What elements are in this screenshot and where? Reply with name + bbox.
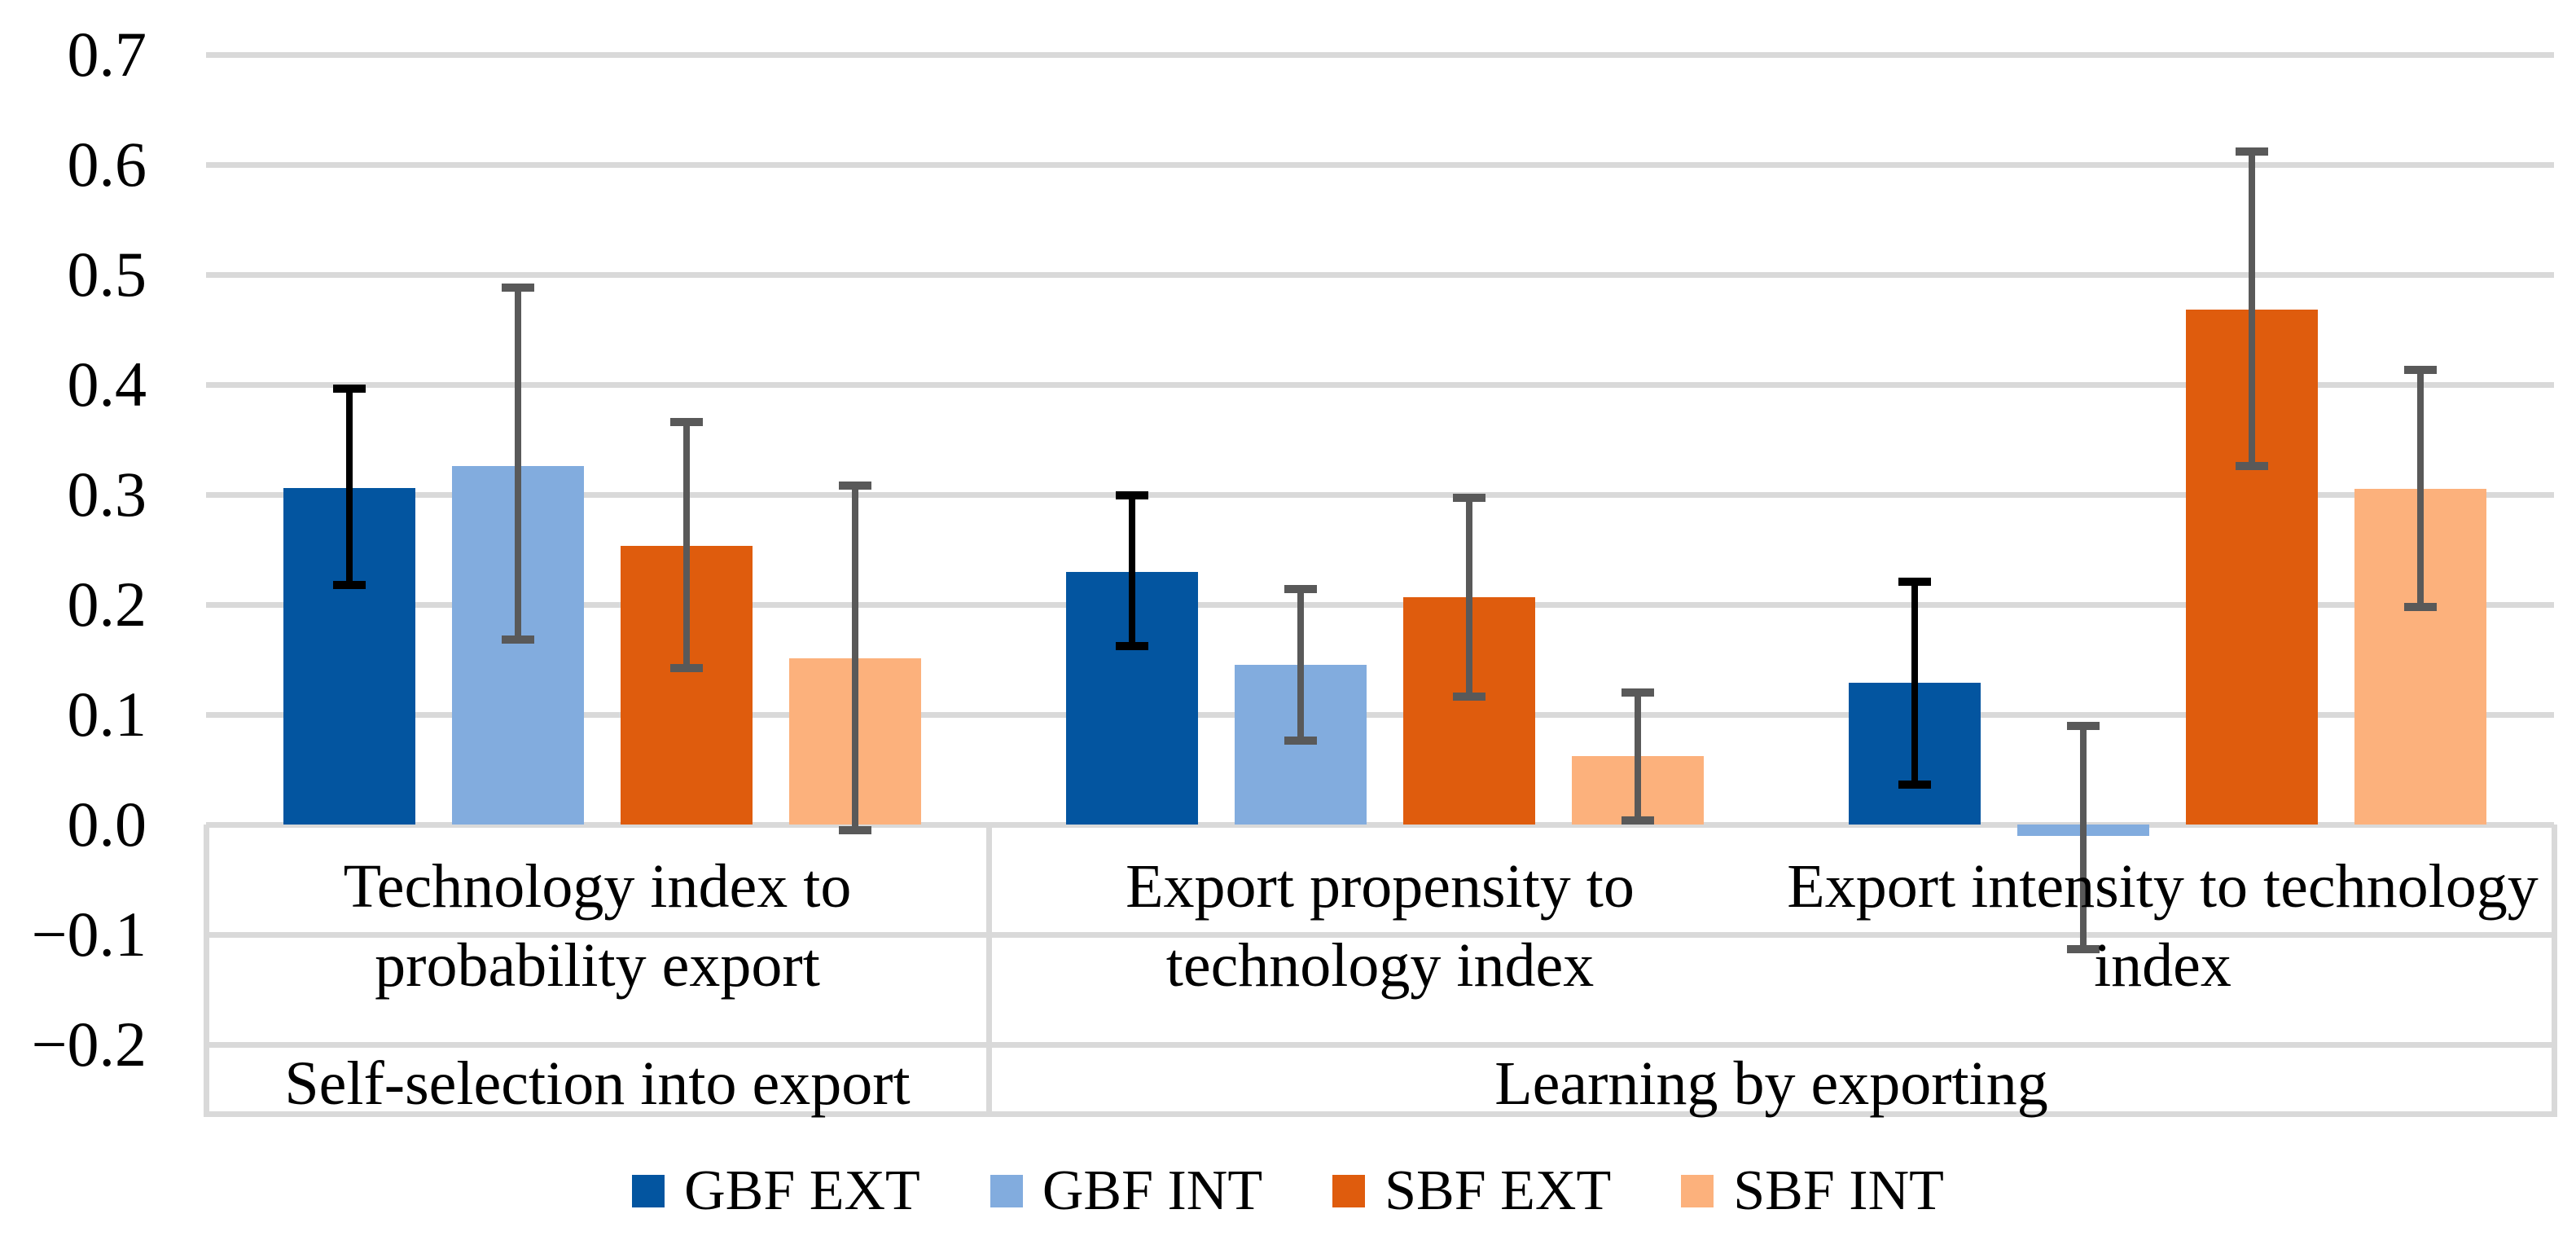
legend-label-sbf-ext: SBF EXT: [1385, 1159, 1612, 1222]
category-label-group3: Export intensity to technology index: [1771, 847, 2554, 1005]
y-tick-label: 0.3: [67, 459, 147, 530]
error-bar-gbf-ext-group2-line: [1129, 495, 1135, 647]
legend-item-gbf-ext: GBF EXT: [632, 1160, 920, 1222]
error-bar-sbf-int-group3-cap-top: [2404, 366, 2437, 375]
category-border-bottom: [206, 1111, 2554, 1117]
y-tick-label: 0.7: [67, 19, 147, 90]
category-label-line: index: [2094, 931, 2232, 1000]
category-label-line: Export intensity to technology: [1787, 852, 2539, 921]
y-tick-label: 0.6: [67, 129, 147, 200]
legend-label-gbf-ext: GBF EXT: [684, 1159, 920, 1222]
legend-swatch-gbf-ext: [632, 1175, 665, 1207]
legend-item-sbf-int: SBF INT: [1681, 1160, 1944, 1222]
gridline-0.4: [206, 382, 2554, 388]
y-tick-label: 0.0: [67, 789, 147, 860]
error-bar-gbf-ext-group3-line: [1911, 581, 1918, 785]
section-label-self-selection-into-export: Self-selection into export: [284, 1049, 911, 1118]
error-bar-sbf-ext-group2-cap-bottom: [1453, 693, 1485, 701]
category-border-vertical-3: [2552, 825, 2557, 1117]
category-label-line: Export propensity to: [1126, 852, 1635, 921]
error-bar-sbf-int-group2-cap-bottom: [1622, 816, 1654, 825]
gridline-0.5: [206, 272, 2554, 278]
legend-swatch-sbf-ext: [1332, 1175, 1366, 1207]
section-label-learning-by-exporting: Learning by exporting: [1494, 1049, 2048, 1118]
error-bar-sbf-ext-group3-cap-bottom: [2236, 461, 2268, 470]
error-bar-gbf-ext-group1-cap-bottom: [333, 580, 366, 589]
error-bar-sbf-ext-group1-line: [683, 421, 690, 669]
y-tick-label: 0.1: [67, 679, 147, 750]
error-bar-sbf-ext-group1-cap-top: [670, 417, 703, 426]
error-bar-sbf-int-group1-line: [852, 486, 858, 830]
y-tick-label: −0.1: [31, 899, 147, 970]
error-bar-gbf-int-group1-cap-bottom: [502, 635, 534, 644]
error-bar-sbf-int-group3-line: [2417, 370, 2424, 607]
error-bar-gbf-int-group1-cap-top: [502, 284, 534, 292]
error-bar-sbf-ext-group2-cap-top: [1453, 494, 1485, 503]
error-bar-gbf-ext-group3-cap-top: [1898, 577, 1931, 586]
category-label-line: probability export: [375, 931, 820, 1000]
gridline-0.1: [206, 712, 2554, 718]
legend: GBF EXT GBF INT SBF EXT SBF INT: [0, 1160, 2576, 1222]
gridline-−0.2: [206, 1042, 2554, 1048]
gridline-0.7: [206, 52, 2554, 58]
category-label-line: Technology index to: [343, 852, 852, 921]
error-bar-gbf-ext-group1-line: [346, 389, 353, 585]
error-bar-gbf-int-group2-line: [1297, 589, 1304, 741]
gridline-−0.1: [206, 932, 2554, 938]
category-label-group1: Technology index to probability export: [206, 847, 989, 1005]
error-bar-sbf-int-group2-cap-top: [1622, 688, 1654, 697]
y-tick-label: 0.2: [67, 569, 147, 640]
legend-swatch-sbf-int: [1681, 1175, 1714, 1207]
y-tick-label: 0.5: [67, 239, 147, 310]
error-bar-sbf-ext-group2-line: [1466, 498, 1472, 697]
gridline-0.3: [206, 492, 2554, 498]
error-bar-gbf-int-group3-line: [2080, 725, 2087, 949]
error-bar-gbf-int-group1-line: [515, 288, 521, 640]
error-bar-gbf-ext-group2-cap-top: [1116, 491, 1148, 500]
legend-item-sbf-ext: SBF EXT: [1332, 1160, 1611, 1222]
category-label-group2: Export propensity to technology index: [989, 847, 1771, 1005]
category-border-vertical-1: [204, 825, 209, 1117]
gridline-0.6: [206, 162, 2554, 168]
error-bar-gbf-int-group2-cap-bottom: [1284, 737, 1317, 745]
error-bar-gbf-ext-group3-cap-bottom: [1898, 781, 1931, 789]
gridline-0.2: [206, 602, 2554, 608]
error-bar-sbf-int-group3-cap-bottom: [2404, 602, 2437, 611]
legend-label-gbf-int: GBF INT: [1042, 1159, 1263, 1222]
legend-item-gbf-int: GBF INT: [990, 1160, 1262, 1222]
error-bar-gbf-ext-group2-cap-bottom: [1116, 642, 1148, 651]
y-tick-label: 0.4: [67, 349, 147, 420]
error-bar-gbf-int-group3-cap-bottom: [2067, 944, 2100, 953]
error-bar-sbf-ext-group3-cap-top: [2236, 147, 2268, 156]
category-border-vertical-2: [986, 825, 992, 1117]
y-tick-label: −0.2: [31, 1009, 147, 1080]
error-bar-gbf-ext-group1-cap-top: [333, 385, 366, 394]
legend-label-sbf-int: SBF INT: [1733, 1159, 1944, 1222]
error-bar-sbf-int-group1-cap-top: [839, 482, 871, 490]
error-bar-sbf-int-group2-line: [1635, 693, 1641, 820]
error-bar-gbf-int-group3-cap-top: [2067, 721, 2100, 730]
legend-swatch-gbf-int: [990, 1175, 1023, 1207]
category-label-line: technology index: [1165, 931, 1595, 1000]
error-bar-sbf-int-group1-cap-bottom: [839, 825, 871, 834]
error-bar-sbf-ext-group3-line: [2249, 151, 2255, 466]
error-bar-gbf-int-group2-cap-top: [1284, 585, 1317, 594]
error-bar-sbf-ext-group1-cap-bottom: [670, 664, 703, 673]
gridline-0.0: [206, 822, 2554, 828]
